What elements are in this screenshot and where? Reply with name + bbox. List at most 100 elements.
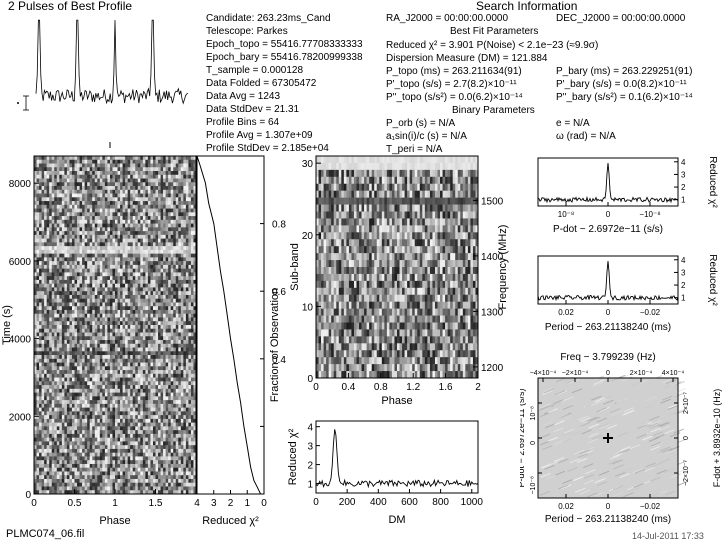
time-phase-cell xyxy=(56,306,60,311)
time-phase-cell xyxy=(49,159,53,164)
time-phase-cell xyxy=(120,163,123,168)
time-phase-cell xyxy=(160,313,164,318)
time-phase-cell xyxy=(185,298,189,303)
time-phase-cell xyxy=(135,201,139,206)
time-phase-cell xyxy=(87,430,90,435)
time-phase-cell xyxy=(41,156,45,161)
time-phase-cell xyxy=(107,403,111,408)
time-phase-cell xyxy=(142,407,146,412)
time-phase-cell xyxy=(79,377,83,382)
time-phase-cell xyxy=(66,216,70,221)
time-phase-cell xyxy=(127,430,131,435)
time-phase-cell xyxy=(132,407,136,412)
time-phase-cell xyxy=(188,392,192,397)
time-phase-cell xyxy=(127,351,131,356)
time-phase-cell xyxy=(185,201,189,206)
time-phase-cell xyxy=(163,317,166,322)
time-phase-cell xyxy=(97,411,101,416)
time-phase-cell xyxy=(79,355,83,360)
time-phase-cell xyxy=(66,313,70,318)
time-phase-cell xyxy=(115,441,118,446)
time-phase-cell xyxy=(41,445,45,450)
time-phase-cell xyxy=(130,332,134,337)
time-phase-cell xyxy=(61,178,65,183)
time-phase-cell xyxy=(155,362,159,367)
time-phase-cell xyxy=(41,249,45,254)
time-phase-cell xyxy=(165,182,169,187)
time-phase-cell xyxy=(158,204,161,209)
time-phase-cell xyxy=(183,189,187,194)
time-phase-cell xyxy=(82,388,85,393)
time-phase-cell xyxy=(190,332,194,337)
time-phase-cell xyxy=(87,445,90,450)
time-phase-cell xyxy=(74,223,78,228)
time-phase-cell xyxy=(64,167,68,172)
time-phase-cell xyxy=(87,287,90,292)
time-phase-cell xyxy=(150,392,154,397)
time-phase-cell xyxy=(46,238,50,243)
time-phase-cell xyxy=(155,182,159,187)
time-phase-cell xyxy=(44,298,47,303)
time-phase-cell xyxy=(188,422,192,427)
time-phase-cell xyxy=(175,197,179,202)
time-phase-cell xyxy=(97,249,101,254)
time-phase-cell xyxy=(61,426,65,431)
time-phase-cell xyxy=(56,377,60,382)
time-phase-cell xyxy=(175,328,179,333)
time-phase-cell xyxy=(77,347,80,352)
time-phase-cell xyxy=(137,381,141,386)
time-phase-cell xyxy=(82,381,85,386)
time-phase-cell xyxy=(59,347,63,352)
time-phase-cell xyxy=(99,272,103,277)
time-phase-cell xyxy=(99,178,103,183)
time-phase-cell xyxy=(115,317,118,322)
time-phase-cell xyxy=(145,396,149,401)
time-phase-cell xyxy=(175,325,179,330)
time-phase-cell xyxy=(56,163,60,168)
time-phase-cell xyxy=(39,317,42,322)
time-phase-cell xyxy=(89,445,93,450)
time-phase-cell xyxy=(188,343,192,348)
time-phase-cell xyxy=(66,422,70,427)
time-phase-cell xyxy=(188,227,192,232)
time-phase-cell xyxy=(39,355,42,360)
time-phase-cell xyxy=(125,234,128,239)
time-phase-cell xyxy=(165,159,169,164)
time-phase-cell xyxy=(46,257,50,262)
time-phase-cell xyxy=(74,159,78,164)
time-phase-cell xyxy=(122,336,126,341)
time-phase-cell xyxy=(142,283,146,288)
time-phase-cell xyxy=(188,197,192,202)
time-phase-cell xyxy=(158,340,161,345)
time-phase-cell xyxy=(180,276,184,281)
time-phase-cell xyxy=(87,370,90,375)
time-phase-cell xyxy=(188,234,192,239)
time-phase-cell xyxy=(64,373,68,378)
time-phase-cell xyxy=(89,193,93,198)
time-phase-cell xyxy=(140,261,144,266)
time-phase-cell xyxy=(51,437,55,442)
time-phase-cell xyxy=(193,223,197,228)
time-phase-cell xyxy=(170,246,174,251)
time-phase-cell xyxy=(130,422,134,427)
time-phase-cell xyxy=(117,294,121,300)
time-phase-cell xyxy=(190,298,194,303)
time-phase-cell xyxy=(125,178,128,183)
time-phase-cell xyxy=(130,351,134,356)
time-phase-cell xyxy=(145,294,149,300)
time-phase-cell xyxy=(147,358,151,363)
time-phase-cell xyxy=(109,351,113,356)
time-phase-cell xyxy=(173,257,177,262)
time-phase-cell xyxy=(71,321,75,326)
time-phase-cell xyxy=(142,167,146,172)
time-phase-cell xyxy=(59,407,63,412)
time-phase-cell xyxy=(82,257,85,262)
time-phase-cell xyxy=(84,253,88,258)
time-phase-cell xyxy=(188,437,192,442)
time-phase-cell xyxy=(69,366,73,371)
time-phase-cell xyxy=(132,362,136,367)
time-phase-cell xyxy=(152,283,156,288)
time-phase-cell xyxy=(94,163,98,168)
time-phase-cell xyxy=(130,261,134,266)
time-phase-cell xyxy=(51,433,55,438)
